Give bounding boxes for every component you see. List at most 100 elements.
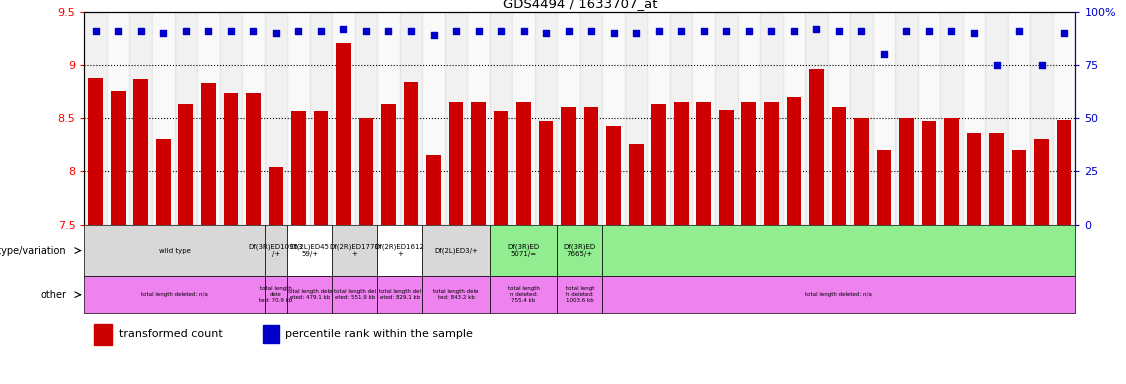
- Bar: [134, 79, 149, 225]
- Point: [582, 28, 600, 34]
- Point: [87, 28, 105, 34]
- Bar: [738, 12, 760, 225]
- Bar: [921, 121, 936, 225]
- Bar: [427, 156, 441, 225]
- Bar: [1030, 12, 1053, 225]
- Bar: [84, 225, 265, 276]
- Point: [807, 25, 825, 31]
- Bar: [944, 118, 958, 225]
- Point: [447, 28, 465, 34]
- Point: [605, 30, 623, 36]
- Bar: [287, 276, 332, 313]
- Bar: [673, 102, 689, 225]
- Point: [334, 25, 352, 31]
- Bar: [580, 12, 602, 225]
- Bar: [268, 167, 284, 225]
- Bar: [899, 118, 914, 225]
- Bar: [490, 276, 557, 313]
- Point: [560, 28, 578, 34]
- Text: total length
n deleted:
755.4 kb: total length n deleted: 755.4 kb: [508, 286, 539, 303]
- Text: percentile rank within the sample: percentile rank within the sample: [285, 329, 473, 339]
- Bar: [197, 12, 220, 225]
- Bar: [652, 104, 667, 225]
- Bar: [539, 121, 554, 225]
- Bar: [625, 12, 647, 225]
- Bar: [220, 12, 242, 225]
- Bar: [337, 43, 351, 225]
- Point: [222, 28, 240, 34]
- Point: [425, 32, 443, 38]
- Bar: [787, 97, 802, 225]
- Bar: [720, 109, 734, 225]
- Point: [942, 28, 960, 34]
- Bar: [1034, 139, 1049, 225]
- Bar: [377, 12, 400, 225]
- Bar: [763, 102, 778, 225]
- Point: [920, 28, 938, 34]
- Point: [537, 30, 555, 36]
- Bar: [606, 126, 622, 225]
- Bar: [265, 225, 287, 276]
- Bar: [918, 12, 940, 225]
- Bar: [647, 12, 670, 225]
- Bar: [262, 325, 278, 343]
- Point: [740, 28, 758, 34]
- Bar: [449, 102, 464, 225]
- Bar: [854, 118, 868, 225]
- Bar: [494, 111, 509, 225]
- Bar: [940, 12, 963, 225]
- Point: [852, 28, 870, 34]
- Bar: [895, 12, 918, 225]
- Bar: [1056, 120, 1071, 225]
- Bar: [629, 144, 644, 225]
- Bar: [760, 12, 783, 225]
- Bar: [404, 82, 419, 225]
- Bar: [422, 276, 490, 313]
- Text: Df(3R)ED10953
/+: Df(3R)ED10953 /+: [249, 244, 303, 257]
- Bar: [355, 12, 377, 225]
- Bar: [84, 276, 265, 313]
- Bar: [873, 12, 895, 225]
- Bar: [265, 276, 287, 313]
- Point: [199, 28, 217, 34]
- Bar: [512, 12, 535, 225]
- Bar: [155, 139, 171, 225]
- Text: total length del
eted: 829.1 kb: total length del eted: 829.1 kb: [378, 289, 421, 300]
- Text: total length
dele
ted: 70.9 kb: total length dele ted: 70.9 kb: [259, 286, 293, 303]
- Point: [515, 28, 533, 34]
- Bar: [557, 225, 602, 276]
- Bar: [107, 12, 129, 225]
- Bar: [828, 12, 850, 225]
- Bar: [696, 102, 712, 225]
- Point: [402, 28, 420, 34]
- Bar: [245, 93, 261, 225]
- Bar: [287, 225, 332, 276]
- Bar: [332, 225, 377, 276]
- Point: [470, 28, 488, 34]
- Text: Df(2R)ED1770
+: Df(2R)ED1770 +: [330, 244, 379, 257]
- Point: [897, 28, 915, 34]
- Bar: [966, 133, 981, 225]
- Text: total length deleted: n/a: total length deleted: n/a: [141, 292, 208, 297]
- Point: [132, 28, 150, 34]
- Point: [672, 28, 690, 34]
- Point: [650, 28, 668, 34]
- Text: total length dele
ted: 843.2 kb: total length dele ted: 843.2 kb: [434, 289, 479, 300]
- Bar: [692, 12, 715, 225]
- Bar: [850, 12, 873, 225]
- Text: total length del
eted: 551.9 kb: total length del eted: 551.9 kb: [333, 289, 376, 300]
- Point: [627, 30, 645, 36]
- Bar: [359, 118, 374, 225]
- Bar: [422, 12, 445, 225]
- Text: Df(2R)ED1612
+: Df(2R)ED1612 +: [375, 244, 425, 257]
- Bar: [202, 83, 216, 225]
- Bar: [224, 93, 239, 225]
- Point: [492, 28, 510, 34]
- Bar: [445, 12, 467, 225]
- Point: [965, 30, 983, 36]
- Bar: [467, 12, 490, 225]
- Point: [109, 28, 127, 34]
- Bar: [265, 12, 287, 225]
- Point: [289, 28, 307, 34]
- Text: other: other: [41, 290, 66, 300]
